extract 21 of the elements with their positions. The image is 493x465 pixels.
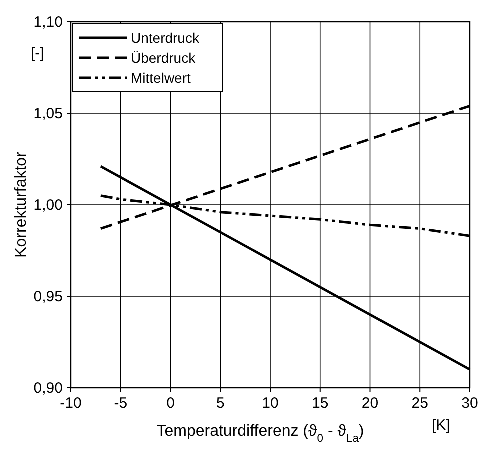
y-tick-label: 1,05 — [34, 106, 63, 122]
y-tick-label: 0,90 — [34, 380, 63, 397]
text: [-] — [31, 45, 44, 62]
x-tick-label: 25 — [412, 395, 428, 412]
x-tick-label: -5 — [114, 395, 128, 412]
legend-label: Mittelwert — [131, 70, 192, 86]
x-tick-label: 30 — [462, 395, 478, 412]
x-tick-label: 10 — [262, 395, 279, 412]
text: [K] — [432, 417, 450, 434]
legend-label: Unterdruck — [131, 30, 200, 46]
x-tick-label: 0 — [166, 395, 175, 412]
x-tick-label: 5 — [216, 395, 225, 412]
x-axis-title: Temperaturdifferenz (ϑ$_{0}$ - ϑ$_{La}$) — [156, 423, 364, 445]
x-tick-label: 15 — [312, 395, 329, 412]
x-tick-label: -10 — [60, 395, 82, 412]
y-tick-label: 0,95 — [34, 288, 63, 306]
y-tick-label: 1,00 — [34, 197, 63, 214]
x-tick-label: 20 — [362, 395, 379, 412]
y-axis-title: Korrekturfaktor — [13, 151, 30, 258]
y-tick-label: 1,10 — [34, 14, 63, 31]
legend-label: Überdruck — [131, 50, 197, 66]
